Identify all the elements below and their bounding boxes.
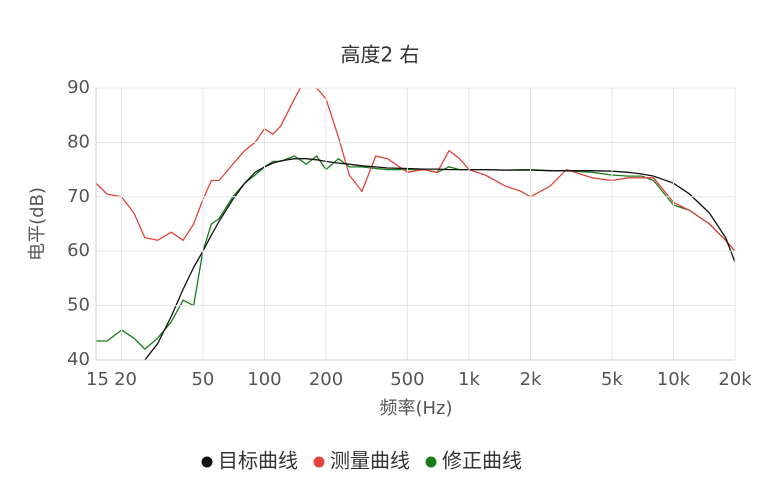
- x-tick-label: 10k: [657, 369, 691, 390]
- x-tick-label: 20: [114, 369, 137, 390]
- legend-label[interactable]: 修正曲线: [442, 449, 522, 473]
- x-tick-label: 2k: [520, 369, 542, 390]
- y-tick-label: 60: [67, 240, 90, 261]
- legend-item[interactable]: 目标曲线: [200, 449, 298, 473]
- legend-label[interactable]: 测量曲线: [330, 449, 410, 473]
- series-line: [144, 158, 735, 360]
- x-tick-label: 500: [390, 369, 424, 390]
- x-tick-label: 200: [309, 369, 343, 390]
- legend-item[interactable]: 修正曲线: [424, 449, 522, 473]
- plot-area: [96, 88, 735, 360]
- x-tick-label: 1k: [458, 369, 480, 390]
- x-tick-label: 50: [191, 369, 214, 390]
- y-tick-label: 50: [67, 295, 90, 316]
- legend-label[interactable]: 目标曲线: [218, 449, 298, 473]
- x-axis-label: 频率(Hz): [379, 398, 452, 419]
- legend-item[interactable]: 测量曲线: [312, 449, 410, 473]
- series-line: [96, 155, 735, 350]
- series-line: [96, 88, 735, 252]
- x-tick-label: 20k: [718, 369, 752, 390]
- legend-swatch[interactable]: [424, 455, 438, 469]
- chart-title: 高度2 右: [340, 43, 419, 67]
- y-axis-label: 电平(dB): [27, 187, 48, 261]
- legend-swatch[interactable]: [200, 455, 214, 469]
- y-tick-label: 80: [67, 131, 90, 152]
- y-tick-label: 90: [67, 77, 90, 98]
- x-tick-label: 100: [247, 369, 281, 390]
- legend-swatch[interactable]: [312, 455, 326, 469]
- x-tick-label: 5k: [601, 369, 623, 390]
- x-tick-label: 15: [86, 369, 109, 390]
- y-tick-label: 70: [67, 186, 90, 207]
- y-tick-label: 40: [67, 349, 90, 370]
